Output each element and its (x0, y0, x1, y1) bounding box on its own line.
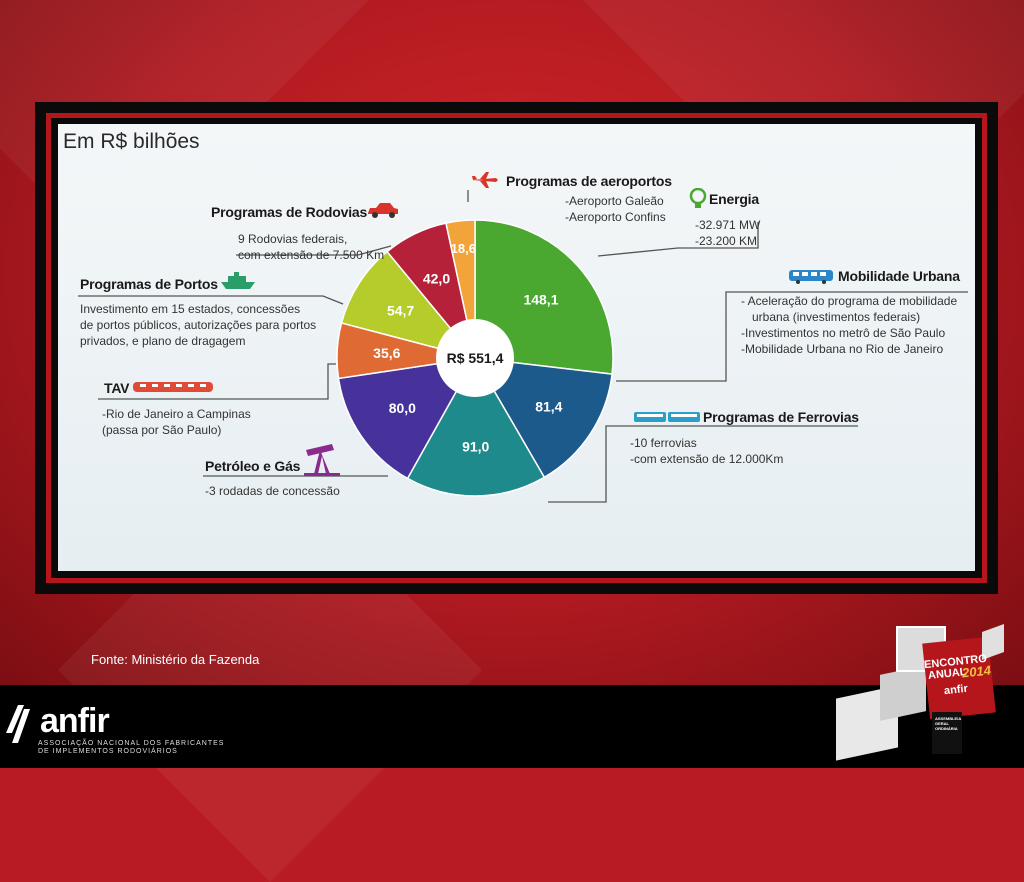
badge-sub: GERAL (935, 721, 949, 726)
train-icon (634, 412, 700, 422)
annotation-title-ferrovias: Programas de Ferrovias (703, 409, 859, 425)
high-speed-train-icon (133, 382, 213, 392)
pie-slice-ferrovias (406, 356, 546, 497)
annotation-line: -Aeroporto Confins (565, 210, 666, 224)
badge-stand: ASSEMBLEIA GERAL ORDINÁRIA (932, 712, 962, 754)
annotation-line: -Aeroporto Galeão (565, 194, 664, 208)
annotation-desc-tav: -Rio de Janeiro a Campinas (passa por Sã… (102, 406, 251, 438)
anfir-logo-line2: DE IMPLEMENTOS RODOVIÁRIOS (38, 748, 178, 755)
oil-pump-icon (304, 444, 340, 476)
annotation-line: -32.971 MW (695, 218, 761, 232)
annotation-desc-mobilidade: - Aceleração do programa de mobilidade u… (741, 293, 957, 357)
pie-slice-energia (474, 219, 614, 375)
leader-line-tav (98, 363, 336, 400)
annotation-desc-petroleo: -3 rodadas de concessão (205, 483, 340, 499)
annotation-line: -Mobilidade Urbana no Rio de Janeiro (741, 342, 944, 356)
badge-cube (880, 665, 926, 721)
chart-title: Em R$ bilhões (63, 130, 200, 153)
pie-slice-petroleo (337, 357, 477, 480)
car-icon (368, 203, 398, 218)
slice-value-label-aeroportos: 18,6 (451, 241, 476, 256)
annotation-line: -3 rodadas de concessão (205, 484, 340, 498)
annotation-title-tav: TAV (104, 380, 130, 396)
pie-center-hole (436, 319, 514, 397)
annotation-line: -Rio de Janeiro a Campinas (102, 407, 251, 421)
annotation-desc-energia: -32.971 MW -23.200 KM (695, 217, 760, 249)
annotation-desc-aeroportos: -Aeroporto Galeão -Aeroporto Confins (565, 193, 666, 225)
annotation-line: -com extensão de 12.000Km (630, 452, 784, 466)
annotation-title-rodovias: Programas de Rodovias (211, 204, 368, 220)
leader-line-ferrovias (548, 425, 858, 503)
bus-icon (789, 270, 833, 284)
annotation-line: 9 Rodovias federais, (238, 232, 348, 246)
pie-center-label: R$ 551,4 (447, 350, 504, 366)
slice-value-label-portos: 54,7 (387, 302, 414, 318)
annotation-line: privados, e plano de dragagem (80, 334, 246, 348)
annotation-line: -Investimentos no metrô de São Paulo (741, 326, 946, 340)
annotation-line: Investimento em 15 estados, concessões (80, 302, 301, 316)
annotation-line: urbana (investimentos federais) (752, 310, 921, 324)
anfir-logo-line1: ASSOCIAÇÃO NACIONAL DOS FABRICANTES (38, 740, 225, 747)
leader-line-energia (597, 222, 759, 257)
annotation-title-petroleo: Petróleo e Gás (205, 458, 301, 474)
pie-slice-portos (340, 250, 478, 360)
annotation-line: de portos públicos, autorizações para po… (80, 318, 317, 332)
annotation-title-energia: Energia (709, 191, 759, 207)
annotation-line: -23.200 KM (695, 234, 758, 248)
slice-value-label-petroleo: 80,0 (389, 400, 416, 416)
annotation-desc-portos: Investimento em 15 estados, concessões d… (80, 301, 316, 349)
slice-value-label-energia: 148,1 (523, 291, 558, 307)
slice-value-label-tav: 35,6 (373, 345, 400, 361)
leader-line-mobilidade (616, 291, 968, 382)
annotation-title-aeroportos: Programas de aeroportos (506, 173, 672, 189)
annotation-line: - Aceleração do programa de mobilidade (741, 294, 958, 308)
anfir-logo-mark (6, 705, 30, 743)
leader-line-rodovias (236, 245, 392, 256)
lightbulb-icon (689, 188, 707, 208)
leader-line-portos (78, 295, 344, 305)
annotation-desc-rodovias: 9 Rodovias federais, com extensão de 7.5… (238, 231, 384, 263)
event-badge: ENCONTRO ANUAL 2014 anfir ASSEMBLEIA GER… (830, 620, 1010, 761)
airplane-icon (472, 172, 498, 188)
badge-brand: anfir (943, 682, 969, 698)
badge-sub: ORDINÁRIA (935, 726, 958, 731)
slice-value-label-ferrovias: 91,0 (462, 438, 489, 454)
chart-panel: Em R$ bilhões 148,1 81,4 91,0 80,0 35,6 54,7 4… (58, 124, 975, 571)
slice-value-label-mobilidade: 81,4 (535, 398, 562, 414)
annotation-line: (passa por São Paulo) (102, 423, 222, 437)
annotation-line: com extensão de 7.500 Km (238, 248, 385, 262)
annotation-line: -10 ferrovias (630, 436, 697, 450)
source-note: Fonte: Ministério da Fazenda (91, 652, 260, 667)
annotation-desc-ferrovias: -10 ferrovias -com extensão de 12.000Km (630, 435, 783, 467)
slice-value-label-rodovias: 42,0 (423, 271, 450, 287)
pie-chart: 148,1 81,4 91,0 80,0 35,6 54,7 42,018,6 R$ 551,… (78, 190, 968, 503)
pie-slice-mobilidade (473, 357, 613, 479)
annotation-title-mobilidade: Mobilidade Urbana (838, 268, 960, 284)
badge-sub: ASSEMBLEIA (935, 716, 962, 721)
badge-year: 2014 (961, 662, 992, 681)
annotation-title-portos: Programas de Portos (80, 276, 218, 292)
anfir-logo: anfir (40, 702, 110, 740)
ship-icon (221, 272, 255, 289)
